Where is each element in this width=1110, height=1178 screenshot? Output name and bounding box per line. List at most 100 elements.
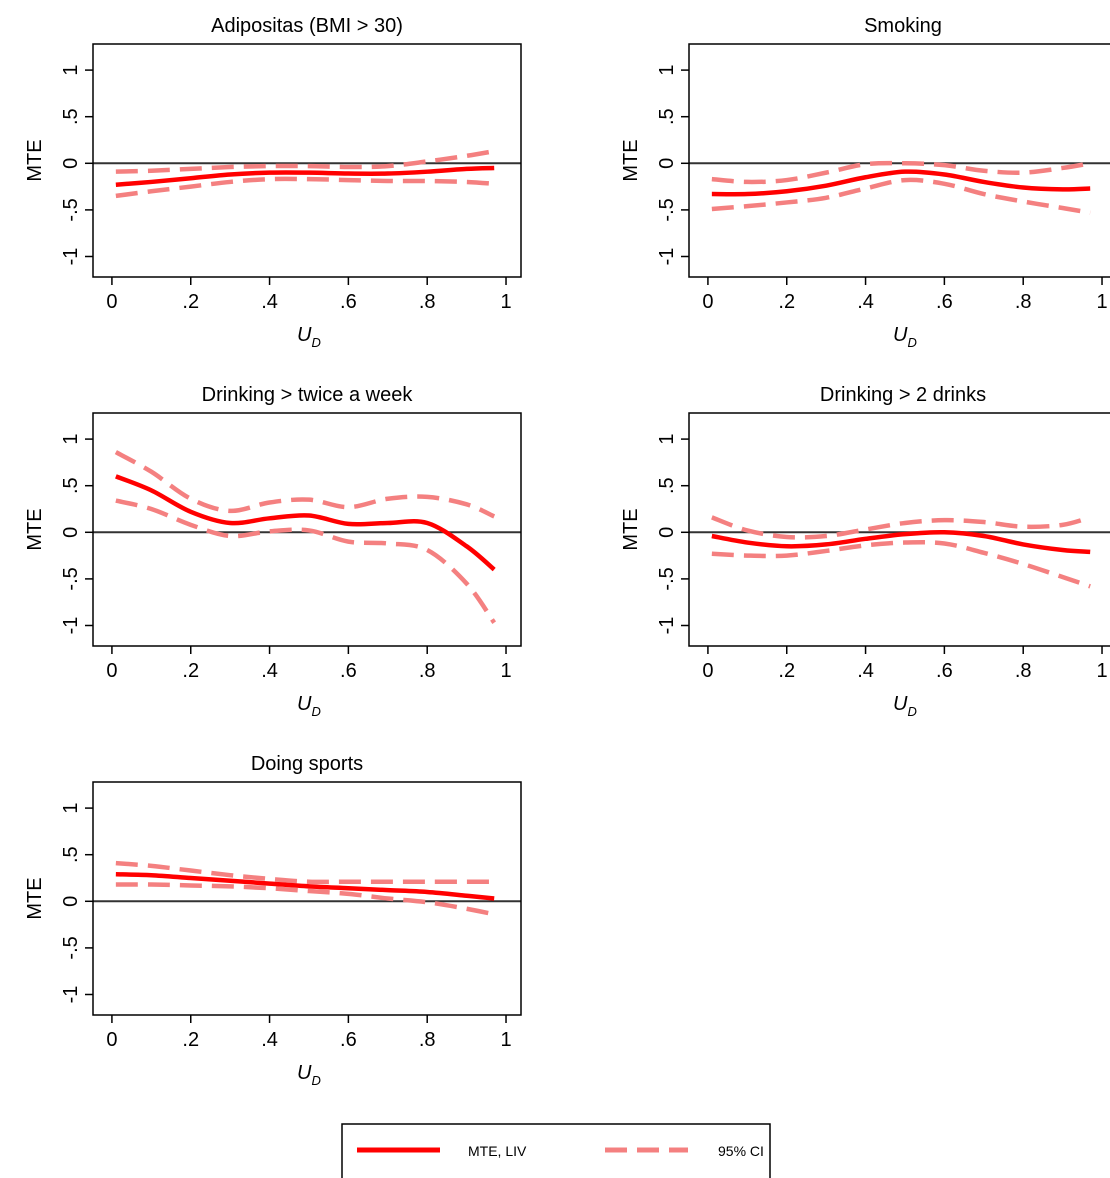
y-tick-label: -1 bbox=[60, 617, 82, 635]
x-axis-label-main: U bbox=[893, 324, 908, 346]
y-tick-label: 0 bbox=[60, 896, 82, 907]
y-axis-label: MTE bbox=[24, 508, 46, 550]
plot-frame bbox=[92, 43, 522, 278]
x-tick-label: .8 bbox=[419, 660, 436, 682]
panel-title: Drinking > 2 drinks bbox=[820, 384, 986, 406]
x-tick-label: 0 bbox=[106, 1029, 117, 1051]
legend-label: 95% CI bbox=[718, 1143, 764, 1159]
y-tick-label: 1 bbox=[60, 434, 82, 445]
x-axis-label: UD bbox=[893, 324, 917, 350]
y-axis-label: MTE bbox=[620, 508, 642, 550]
plot-area bbox=[689, 160, 1110, 215]
ci-upper-line bbox=[114, 450, 496, 519]
y-tick-label: -1 bbox=[60, 986, 82, 1004]
x-tick-label: .4 bbox=[261, 1029, 278, 1051]
mte-line bbox=[115, 474, 496, 572]
x-tick-label: .2 bbox=[182, 660, 199, 682]
plot-frame bbox=[688, 412, 1110, 647]
x-tick-label: .2 bbox=[182, 1029, 199, 1051]
x-axis-label-main: U bbox=[297, 1062, 312, 1084]
panel: Adipositas (BMI > 30) 0 .2 .4 .6 .8 1 -1 -.5 0 .5 1… bbox=[24, 15, 522, 350]
x-tick-label: .8 bbox=[419, 291, 436, 313]
panel: Smoking 0 .2 .4 .6 .8 1 -1 -.5 0 .5 1 MTE UD bbox=[620, 15, 1110, 350]
ci-upper-line bbox=[115, 860, 495, 885]
x-axis-label-main: U bbox=[297, 693, 312, 715]
y-axis-label: MTE bbox=[620, 139, 642, 181]
plot-area bbox=[93, 450, 521, 624]
panel-title: Adipositas (BMI > 30) bbox=[211, 15, 403, 37]
panel: Doing sports 0 .2 .4 .6 .8 1 -1 -.5 0 .5 1 MTE UD bbox=[24, 753, 522, 1088]
ci-upper-line bbox=[711, 160, 1091, 185]
x-tick-label: .6 bbox=[340, 291, 357, 313]
panel-title: Drinking > twice a week bbox=[202, 384, 414, 406]
panel-title: Doing sports bbox=[251, 753, 363, 775]
x-tick-label: 1 bbox=[500, 1029, 511, 1051]
x-tick-label: 1 bbox=[500, 660, 511, 682]
x-axis-label-main: U bbox=[297, 324, 312, 346]
x-tick-label: 0 bbox=[106, 291, 117, 313]
y-tick-label: -.5 bbox=[60, 567, 82, 590]
y-tick-label: -1 bbox=[656, 248, 678, 266]
panel: Drinking > 2 drinks 0 .2 .4 .6 .8 1 -1 -.5 0 .5 1 MT… bbox=[620, 384, 1110, 719]
ci-lower-line bbox=[115, 498, 497, 624]
plot-frame bbox=[92, 781, 522, 1016]
x-axis-label: UD bbox=[893, 693, 917, 719]
y-tick-label: 0 bbox=[656, 158, 678, 169]
plot-area bbox=[93, 148, 521, 199]
plot-frame bbox=[688, 43, 1110, 278]
x-tick-label: .2 bbox=[778, 660, 795, 682]
x-axis-label-main: U bbox=[893, 693, 908, 715]
mte-line bbox=[115, 872, 495, 901]
y-tick-label: .5 bbox=[656, 108, 678, 125]
y-tick-label: 0 bbox=[60, 527, 82, 538]
x-tick-label: .8 bbox=[1015, 660, 1032, 682]
x-axis-label: UD bbox=[297, 693, 321, 719]
y-tick-label: .5 bbox=[60, 477, 82, 494]
x-tick-label: .4 bbox=[261, 291, 278, 313]
x-tick-label: .4 bbox=[857, 660, 874, 682]
x-tick-label: 0 bbox=[702, 660, 713, 682]
x-tick-label: .8 bbox=[419, 1029, 436, 1051]
x-tick-label: .6 bbox=[340, 1029, 357, 1051]
y-tick-label: -.5 bbox=[656, 198, 678, 221]
x-tick-label: 1 bbox=[500, 291, 511, 313]
y-tick-label: .5 bbox=[60, 108, 82, 125]
y-tick-label: 0 bbox=[656, 527, 678, 538]
x-tick-label: .8 bbox=[1015, 291, 1032, 313]
mte-line bbox=[711, 169, 1091, 197]
y-tick-label: -1 bbox=[60, 248, 82, 266]
x-axis-label-sub: D bbox=[908, 335, 917, 350]
y-tick-label: .5 bbox=[656, 477, 678, 494]
x-tick-label: .2 bbox=[778, 291, 795, 313]
plot-area bbox=[93, 860, 521, 917]
plot-area bbox=[689, 515, 1110, 589]
x-axis-label-sub: D bbox=[312, 335, 321, 350]
x-tick-label: 0 bbox=[106, 660, 117, 682]
ci-lower-line bbox=[711, 177, 1091, 215]
x-axis-label: UD bbox=[297, 324, 321, 350]
y-tick-label: -.5 bbox=[60, 198, 82, 221]
x-axis-label: UD bbox=[297, 1062, 321, 1088]
x-tick-label: .6 bbox=[936, 291, 953, 313]
ci-upper-line bbox=[711, 515, 1091, 540]
x-tick-label: 1 bbox=[1096, 660, 1107, 682]
panel: Drinking > twice a week 0 .2 .4 .6 .8 1 -1 -.5 0.… bbox=[24, 384, 522, 719]
y-tick-label: 1 bbox=[656, 65, 678, 76]
x-tick-label: .2 bbox=[182, 291, 199, 313]
y-tick-label: 0 bbox=[60, 158, 82, 169]
y-tick-label: -.5 bbox=[656, 567, 678, 590]
x-tick-label: .6 bbox=[340, 660, 357, 682]
x-axis-label-sub: D bbox=[312, 1073, 321, 1088]
legend: MTE, LIV 95% CI bbox=[341, 1123, 771, 1178]
ci-upper-line bbox=[115, 148, 495, 174]
y-axis-label: MTE bbox=[24, 877, 46, 919]
plot-frame bbox=[92, 412, 522, 647]
x-tick-label: 0 bbox=[702, 291, 713, 313]
panel-title: Smoking bbox=[864, 15, 942, 37]
mte-line bbox=[711, 529, 1091, 555]
legend-label: MTE, LIV bbox=[468, 1143, 527, 1159]
y-tick-label: 1 bbox=[656, 434, 678, 445]
y-tick-label: -1 bbox=[656, 617, 678, 635]
ci-lower-line bbox=[711, 540, 1091, 589]
x-axis-label-sub: D bbox=[908, 704, 917, 719]
